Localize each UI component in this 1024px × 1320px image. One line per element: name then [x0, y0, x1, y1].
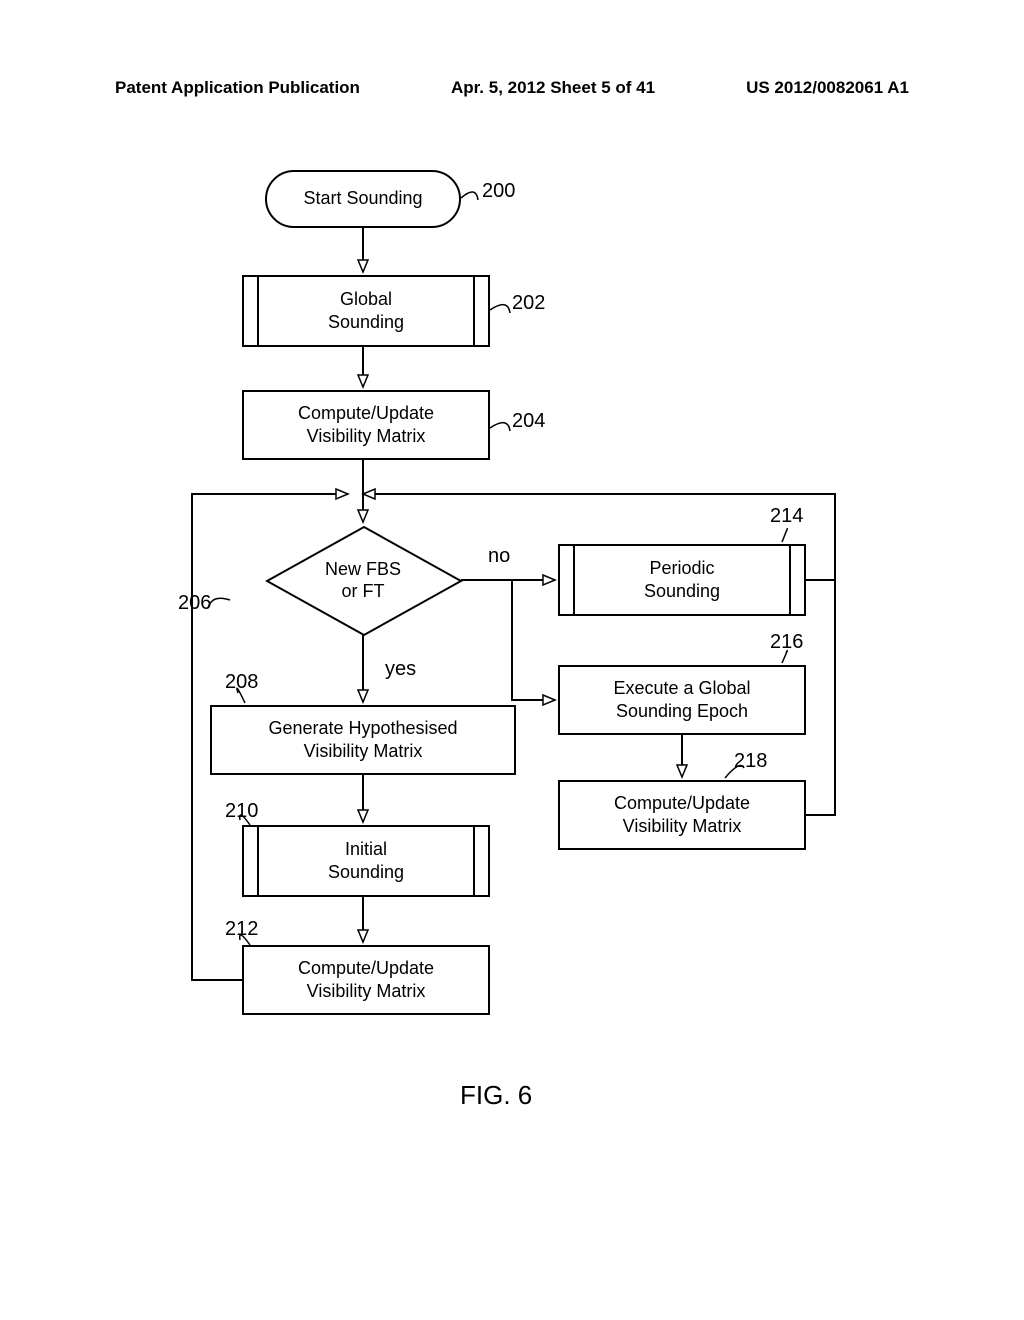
node-label: Start Sounding [303, 187, 422, 210]
edge-label-yes: yes [385, 658, 416, 681]
node-start-sounding: Start Sounding [265, 170, 461, 228]
edge-label-no: no [488, 545, 510, 568]
node-periodic-sounding: Periodic Sounding [558, 544, 806, 616]
ref-202: 202 [512, 292, 545, 315]
node-label: Compute/Update Visibility Matrix [298, 402, 434, 449]
ref-216: 216 [770, 631, 803, 654]
node-label: New FBS or FT [325, 558, 401, 603]
ref-204: 204 [512, 410, 545, 433]
node-execute-global-epoch: Execute a Global Sounding Epoch [558, 665, 806, 735]
node-label: Periodic Sounding [644, 557, 720, 604]
ref-218: 218 [734, 750, 767, 773]
ref-206: 206 [178, 592, 211, 615]
ref-210: 210 [225, 800, 258, 823]
node-initial-sounding: Initial Sounding [242, 825, 490, 897]
node-label: Global Sounding [328, 288, 404, 335]
node-compute-update-2: Compute/Update Visibility Matrix [242, 945, 490, 1015]
node-label: Compute/Update Visibility Matrix [614, 792, 750, 839]
node-label: Execute a Global Sounding Epoch [613, 677, 750, 724]
flowchart-diagram: Start Sounding Global Sounding Compute/U… [130, 160, 880, 1080]
node-label: Generate Hypothesised Visibility Matrix [268, 717, 457, 764]
ref-212: 212 [225, 918, 258, 941]
header-left: Patent Application Publication [115, 78, 360, 98]
ref-200: 200 [482, 180, 515, 203]
node-compute-update-1: Compute/Update Visibility Matrix [242, 390, 490, 460]
header-center: Apr. 5, 2012 Sheet 5 of 41 [451, 78, 655, 98]
node-decision-new-fbs: New FBS or FT [265, 525, 461, 635]
ref-214: 214 [770, 505, 803, 528]
figure-label: FIG. 6 [460, 1080, 532, 1111]
node-generate-hypothesised: Generate Hypothesised Visibility Matrix [210, 705, 516, 775]
node-label: Initial Sounding [328, 838, 404, 885]
node-label: Compute/Update Visibility Matrix [298, 957, 434, 1004]
node-global-sounding: Global Sounding [242, 275, 490, 347]
node-compute-update-3: Compute/Update Visibility Matrix [558, 780, 806, 850]
header-right: US 2012/0082061 A1 [746, 78, 909, 98]
ref-208: 208 [225, 671, 258, 694]
